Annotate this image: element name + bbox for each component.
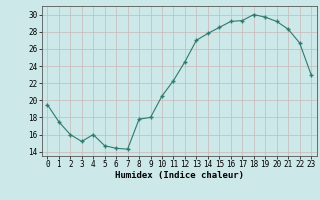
X-axis label: Humidex (Indice chaleur): Humidex (Indice chaleur)	[115, 171, 244, 180]
